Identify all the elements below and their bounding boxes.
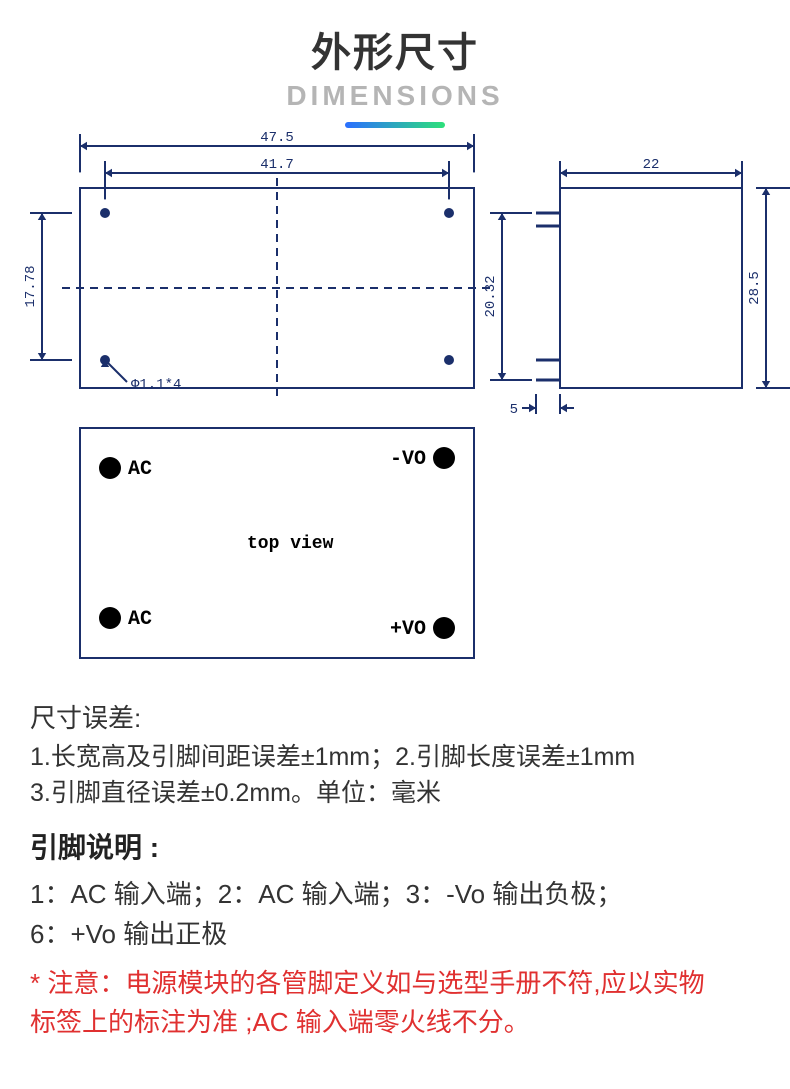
svg-text:17.78: 17.78 bbox=[23, 265, 39, 307]
title-en: DIMENSIONS bbox=[0, 80, 790, 112]
svg-text:+VO: +VO bbox=[390, 618, 426, 641]
tolerance-heading: 尺寸误差: bbox=[30, 698, 760, 735]
pin-line1: 1：AC 输入端；2：AC 输入端；3：-Vo 输出负极； bbox=[30, 874, 760, 914]
svg-text:Φ1.1*4: Φ1.1*4 bbox=[131, 377, 181, 393]
svg-text:-VO: -VO bbox=[390, 448, 426, 471]
svg-text:22: 22 bbox=[643, 157, 660, 173]
svg-text:5: 5 bbox=[510, 402, 518, 418]
tolerance-line1: 1.长宽高及引脚间距误差±1mm；2.引脚长度误差±1mm bbox=[30, 739, 760, 775]
pin-line2: 6：+Vo 输出正极 bbox=[30, 914, 760, 954]
dimension-diagram: Φ1.1*4 47.5 41.7 17.78 20.32 22 28.5 5 top view A… bbox=[0, 128, 790, 688]
svg-text:28.5: 28.5 bbox=[747, 271, 763, 305]
title-cn: 外形尺寸 bbox=[0, 20, 790, 78]
pin-heading: 引脚说明 : bbox=[30, 826, 760, 866]
svg-text:top view: top view bbox=[247, 534, 334, 554]
svg-text:47.5: 47.5 bbox=[260, 130, 294, 146]
warning-line1: * 注意：电源模块的各管脚定义如与选型手册不符,应以实物 bbox=[30, 968, 705, 998]
svg-text:AC: AC bbox=[128, 458, 152, 481]
svg-text:41.7: 41.7 bbox=[260, 157, 294, 173]
tolerance-line2: 3.引脚直径误差±0.2mm。单位：毫米 bbox=[30, 775, 760, 811]
svg-text:AC: AC bbox=[128, 608, 152, 631]
warning-line2: 标签上的标注为准 ;AC 输入端零火线不分。 bbox=[30, 1007, 530, 1037]
svg-text:20.32: 20.32 bbox=[483, 275, 499, 317]
